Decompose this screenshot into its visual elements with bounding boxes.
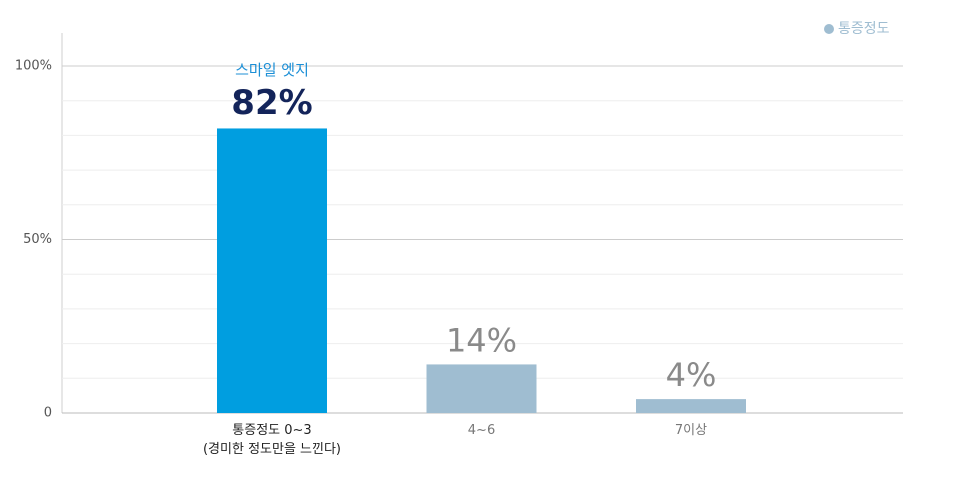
y-tick-label: 0 (44, 406, 52, 421)
bar-value-label: 82% (231, 83, 312, 123)
bar-value-label: 14% (446, 321, 517, 359)
x-tick-label: 7이상 (674, 423, 708, 438)
legend-label: 통증정도 (838, 21, 890, 37)
y-tick-label: 100% (15, 59, 52, 74)
x-tick-label: 통증정도 0~3 (경미한 정도만을 느낀다) (202, 423, 341, 457)
annotation: 스마일 엣지 (235, 61, 309, 79)
bar-value-label: 4% (666, 356, 717, 394)
bar (426, 364, 537, 413)
bar (217, 128, 327, 413)
x-tick-label: 4~6 (467, 423, 496, 438)
bar (636, 399, 746, 413)
y-tick-label: 50% (23, 232, 52, 247)
legend-marker (824, 24, 834, 34)
